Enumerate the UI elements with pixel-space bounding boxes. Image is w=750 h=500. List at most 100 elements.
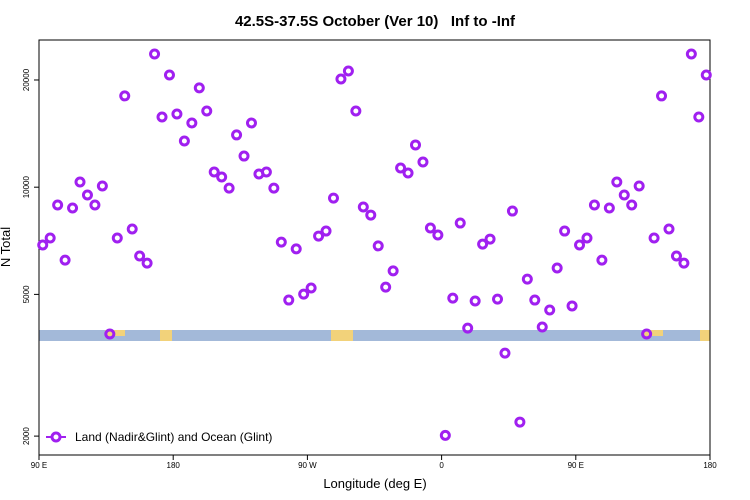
x-tick-label: 180	[703, 461, 717, 470]
point	[529, 294, 541, 306]
point	[283, 294, 295, 306]
point	[305, 282, 317, 294]
point	[469, 295, 481, 307]
point	[380, 281, 392, 293]
point	[290, 243, 302, 255]
point	[693, 111, 705, 123]
x-tick-label: 0	[439, 461, 444, 470]
point	[231, 129, 243, 141]
point	[462, 322, 474, 334]
point	[81, 189, 93, 201]
y-tick-label: 5000	[22, 285, 31, 303]
point	[499, 347, 511, 359]
point	[320, 225, 332, 237]
chart-title: 42.5S-37.5S October (Ver 10) Inf to -Inf	[235, 13, 516, 30]
x-tick-label: 90 E	[568, 461, 584, 470]
point	[111, 232, 123, 244]
point	[141, 257, 153, 269]
point	[134, 250, 146, 262]
point	[365, 209, 377, 221]
point	[447, 292, 459, 304]
point	[372, 240, 384, 252]
point	[178, 135, 190, 147]
point	[581, 232, 593, 244]
point	[335, 73, 347, 85]
point	[670, 250, 682, 262]
point	[700, 69, 712, 81]
point	[260, 166, 272, 178]
y-tick-label: 20000	[22, 68, 31, 91]
point	[596, 254, 608, 266]
land-patch	[331, 330, 353, 341]
point	[551, 262, 563, 274]
ocean-band	[39, 330, 710, 341]
point	[588, 199, 600, 211]
y-axis-label: N Total	[0, 227, 13, 267]
point	[126, 223, 138, 235]
point	[678, 257, 690, 269]
point	[454, 217, 466, 229]
point	[96, 180, 108, 192]
point	[298, 288, 310, 300]
x-tick-label: 180	[167, 461, 181, 470]
point	[439, 429, 451, 441]
point	[104, 328, 116, 340]
point	[611, 176, 623, 188]
point	[74, 176, 86, 188]
x-tick-label: 90 W	[298, 461, 317, 470]
point	[395, 162, 407, 174]
point	[603, 202, 615, 214]
point	[89, 199, 101, 211]
point	[216, 171, 228, 183]
point	[536, 321, 548, 333]
point	[656, 90, 668, 102]
point	[402, 167, 414, 179]
point	[208, 166, 220, 178]
point	[641, 328, 653, 340]
point	[245, 117, 257, 129]
land-patch	[160, 330, 172, 341]
point	[238, 150, 250, 162]
point	[313, 230, 325, 242]
point	[171, 108, 183, 120]
point	[663, 223, 675, 235]
point	[566, 300, 578, 312]
point	[156, 111, 168, 123]
point	[193, 82, 205, 94]
land-patch	[643, 330, 663, 336]
legend-marker	[50, 431, 62, 443]
point	[410, 139, 422, 151]
point	[477, 238, 489, 250]
point	[417, 156, 429, 168]
point	[648, 232, 660, 244]
point	[186, 117, 198, 129]
point	[544, 304, 556, 316]
point	[223, 182, 235, 194]
x-axis-label: Longitude (deg E)	[323, 476, 426, 491]
land-patch	[700, 330, 710, 341]
point	[633, 180, 645, 192]
point	[52, 199, 64, 211]
point	[67, 202, 79, 214]
point	[387, 265, 399, 277]
point	[327, 192, 339, 204]
point	[268, 182, 280, 194]
legend-label: Land (Nadir&Glint) and Ocean (Glint)	[75, 430, 272, 444]
point	[685, 48, 697, 60]
point	[574, 239, 586, 251]
point	[492, 293, 504, 305]
y-tick-label: 10000	[22, 176, 31, 199]
point	[484, 233, 496, 245]
point	[275, 236, 287, 248]
point	[163, 69, 175, 81]
point	[559, 225, 571, 237]
point	[201, 105, 213, 117]
point	[350, 105, 362, 117]
point	[626, 199, 638, 211]
x-tick-label: 90 E	[31, 461, 47, 470]
point	[514, 416, 526, 428]
point	[149, 48, 161, 60]
point	[342, 65, 354, 77]
point	[432, 229, 444, 241]
